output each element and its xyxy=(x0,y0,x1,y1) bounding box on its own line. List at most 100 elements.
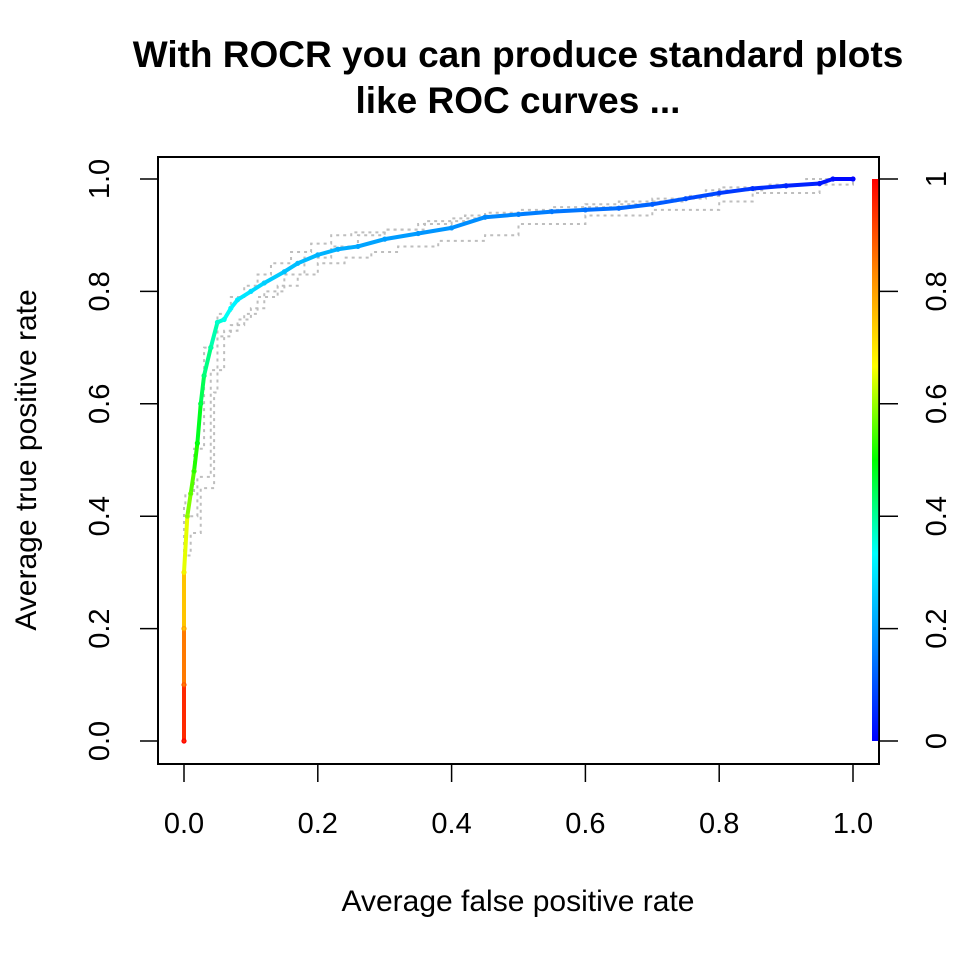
roc-point xyxy=(295,260,301,266)
y-axis: 0.0 0.2 0.4 0.6 0.8 1.0 xyxy=(84,159,159,761)
roc-segment-11 xyxy=(208,320,220,350)
y-tick-label: 1.0 xyxy=(84,159,116,199)
roc-point xyxy=(616,205,622,211)
roc-segment-4 xyxy=(182,514,190,575)
y-tick-label: 0.2 xyxy=(84,608,116,648)
colorbar-tick-label: 0 xyxy=(921,733,953,749)
roc-point xyxy=(683,196,689,202)
roc-point xyxy=(315,252,321,258)
roc-segment-5 xyxy=(185,491,193,519)
roc-segment-19 xyxy=(295,252,320,266)
colorbar-tick-label: 0.2 xyxy=(921,608,953,648)
roc-point xyxy=(750,185,756,192)
roc-point xyxy=(830,176,836,182)
roc-point xyxy=(449,225,455,231)
roc-segment-7 xyxy=(192,441,200,474)
roc-segment-32 xyxy=(683,191,722,201)
roc-point xyxy=(181,625,187,632)
roc-point xyxy=(194,440,200,446)
roc-point xyxy=(248,288,254,294)
roc-point xyxy=(482,214,488,220)
roc-segment-18 xyxy=(282,261,300,274)
roc-segment-31 xyxy=(650,196,688,207)
roc-point xyxy=(234,297,241,303)
roc-point xyxy=(261,280,267,286)
roc-segment-33 xyxy=(717,186,755,196)
roc-point xyxy=(214,319,221,325)
average-roc-curve xyxy=(181,176,856,744)
x-tick-label: 0.8 xyxy=(699,808,739,840)
roc-point xyxy=(850,176,856,182)
x-tick-label: 0.6 xyxy=(565,808,605,840)
roc-point xyxy=(181,738,187,744)
x-axis: 0.0 0.2 0.4 0.6 0.8 1.0 xyxy=(164,763,873,840)
roc-point xyxy=(549,208,555,215)
y-tick-label: 0.6 xyxy=(84,384,116,424)
roc-point xyxy=(816,180,823,187)
roc-point xyxy=(201,373,207,379)
y-tick-label: 0.0 xyxy=(84,721,116,761)
roc-segment-8 xyxy=(195,401,203,446)
roc-segment-28 xyxy=(549,207,588,214)
y-tick-label: 0.8 xyxy=(84,271,116,311)
roc-point xyxy=(716,190,722,196)
roc-point xyxy=(281,269,287,275)
roc-segment-29 xyxy=(583,206,621,212)
colorbar-tick-label: 0.6 xyxy=(921,384,953,424)
roc-segment-22 xyxy=(355,237,387,249)
roc-point xyxy=(515,211,522,218)
roc-segment-34 xyxy=(750,183,789,191)
roc-segment-25 xyxy=(449,215,488,230)
run-curve-2 xyxy=(183,179,854,741)
roc-point xyxy=(228,305,234,311)
cutoff-colorbar: 0 0.2 0.4 0.6 0.8 1 xyxy=(872,171,953,749)
roc-segment-10 xyxy=(202,345,213,378)
x-axis-title: Average false positive rate xyxy=(342,885,695,918)
colorbar-tick-label: 0.8 xyxy=(921,271,953,311)
individual-run-curves xyxy=(183,178,854,741)
roc-segment-17 xyxy=(262,269,287,285)
roc-segment-23 xyxy=(382,231,421,242)
roc-segment-21 xyxy=(335,244,360,252)
roc-segment-15 xyxy=(235,289,253,302)
roc-point xyxy=(221,316,227,323)
roc-segment-26 xyxy=(483,212,521,220)
roc-point xyxy=(188,491,194,497)
roc-point xyxy=(355,243,361,250)
colorbar-tick-label: 0.4 xyxy=(921,496,953,536)
roc-segment-6 xyxy=(188,469,197,496)
roc-point xyxy=(184,513,190,519)
roc-point xyxy=(415,230,421,237)
roc-point xyxy=(382,236,388,242)
roc-point xyxy=(582,207,589,213)
roc-segment-20 xyxy=(315,247,340,257)
roc-point xyxy=(181,682,187,688)
roc-point xyxy=(208,345,214,351)
roc-point xyxy=(783,183,789,189)
x-tick-label: 0.0 xyxy=(164,808,204,840)
roc-segment-24 xyxy=(416,225,454,236)
roc-point xyxy=(335,246,341,252)
roc-point xyxy=(181,569,187,576)
roc-segment-27 xyxy=(516,209,554,217)
colorbar-tick-label: 1 xyxy=(921,171,953,187)
roc-segment-16 xyxy=(248,280,267,294)
run-curve-3 xyxy=(183,178,853,741)
plot-frame xyxy=(157,156,880,765)
y-tick-label: 0.4 xyxy=(84,496,116,536)
roc-segment-35 xyxy=(784,181,822,188)
x-tick-label: 1.0 xyxy=(833,808,873,840)
roc-segment-30 xyxy=(616,202,655,211)
y-axis-title: Average true positive rate xyxy=(10,289,43,630)
roc-point xyxy=(649,201,655,207)
x-tick-label: 0.2 xyxy=(298,808,338,840)
x-tick-label: 0.4 xyxy=(431,808,471,840)
colorbar-strip xyxy=(872,179,879,741)
roc-segment-9 xyxy=(198,373,207,406)
run-curve-1 xyxy=(183,178,853,741)
roc-point xyxy=(198,401,204,407)
chart-title-line-1: With ROCR you can produce standard plots xyxy=(132,34,904,75)
roc-point xyxy=(191,468,197,474)
